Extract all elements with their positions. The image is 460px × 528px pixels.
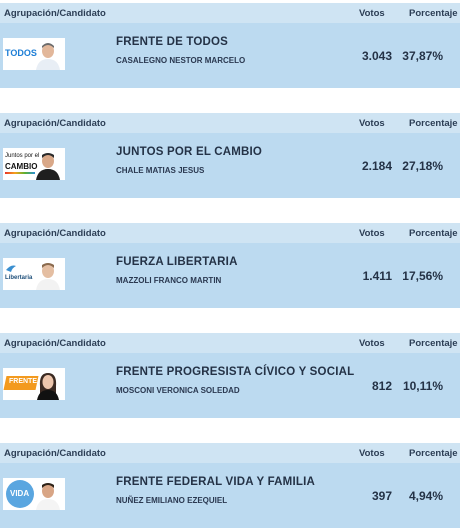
party-logo-text: FRENTE xyxy=(9,378,37,385)
party-logo-circle xyxy=(6,480,34,508)
candidate-name: MOSCONI VERONICA SOLEDAD xyxy=(116,386,240,395)
table-header: Agrupación/Candidato Votos Porcentaje xyxy=(0,443,460,463)
header-agrupacion: Agrupación/Candidato xyxy=(4,227,106,239)
result-block-juntos-por-el-cambio: Agrupación/Candidato Votos Porcentaje Ju… xyxy=(0,113,460,198)
party-logo-text: VIDA xyxy=(10,489,30,498)
result-block-frente-de-todos: Agrupación/Candidato Votos Porcentaje TO… xyxy=(0,3,460,88)
party-logo: Libertaria xyxy=(3,258,65,290)
party-name: FRENTE DE TODOS xyxy=(116,36,229,48)
header-agrupacion: Agrupación/Candidato xyxy=(4,117,106,129)
header-porcentaje: Porcentaje xyxy=(409,7,458,19)
table-row: FRENTE FRENTE PROGRESISTA CÍVICO Y SOCIA… xyxy=(0,353,460,418)
table-header: Agrupación/Candidato Votos Porcentaje xyxy=(0,113,460,133)
party-logo: Juntos por el CAMBIO xyxy=(3,148,65,180)
candidate-photo xyxy=(36,483,60,510)
party-name: FUERZA LIBERTARIA xyxy=(116,256,238,268)
votes-value: 1.411 xyxy=(362,268,392,283)
percentage-value: 10,11% xyxy=(402,378,443,393)
header-agrupacion: Agrupación/Candidato xyxy=(4,7,106,19)
candidate-name: NUÑEZ EMILIANO EZEQUIEL xyxy=(116,496,228,505)
header-porcentaje: Porcentaje xyxy=(409,117,458,129)
header-agrupacion: Agrupación/Candidato xyxy=(4,337,106,349)
header-votos: Votos xyxy=(359,117,385,129)
votes-value: 3.043 xyxy=(361,48,392,63)
party-logo-text: Juntos por el xyxy=(5,153,40,159)
candidate-photo xyxy=(36,263,60,290)
candidate-photo xyxy=(36,153,60,180)
percentage-value: 4,94% xyxy=(408,488,443,503)
table-header: Agrupación/Candidato Votos Porcentaje xyxy=(0,223,460,243)
party-name: JUNTOS POR EL CAMBIO xyxy=(116,146,263,158)
result-block-frente-progresista: Agrupación/Candidato Votos Porcentaje FR… xyxy=(0,333,460,418)
party-logo: TODOS xyxy=(3,38,65,70)
table-row: Libertaria FUERZA LIBERTARIA MAZZOLI FRA… xyxy=(0,243,460,308)
votes-value: 2.184 xyxy=(361,158,392,173)
party-logo: FRENTE xyxy=(3,368,65,400)
header-votos: Votos xyxy=(359,447,385,459)
result-block-frente-federal: Agrupación/Candidato Votos Porcentaje VI… xyxy=(0,443,460,528)
bird-icon xyxy=(6,265,16,272)
table-row: Juntos por el CAMBIO JUNTOS POR EL CAMBI… xyxy=(0,133,460,198)
party-logo-text: Libertaria xyxy=(5,275,33,281)
party-name: FRENTE FEDERAL VIDA Y FAMILIA xyxy=(116,476,315,488)
table-row: TODOS FRENTE DE TODOS CASALEGNO NESTOR M… xyxy=(0,23,460,88)
header-porcentaje: Porcentaje xyxy=(409,447,458,459)
votes-value: 812 xyxy=(371,378,392,393)
table-header: Agrupación/Candidato Votos Porcentaje xyxy=(0,333,460,353)
percentage-value: 27,18% xyxy=(402,158,443,173)
result-block-fuerza-libertaria: Agrupación/Candidato Votos Porcentaje Li… xyxy=(0,223,460,308)
header-porcentaje: Porcentaje xyxy=(409,227,458,239)
party-logo-stripe xyxy=(5,172,35,174)
header-agrupacion: Agrupación/Candidato xyxy=(4,447,106,459)
party-logo-text: TODOS xyxy=(5,48,37,58)
table-row: VIDA FRENTE FEDERAL VIDA Y FAMILIA NUÑEZ… xyxy=(0,463,460,528)
candidate-name: CASALEGNO NESTOR MARCELO xyxy=(116,56,246,65)
party-name: FRENTE PROGRESISTA CÍVICO Y SOCIAL xyxy=(116,366,355,378)
header-votos: Votos xyxy=(359,7,385,19)
candidate-photo xyxy=(37,373,59,400)
percentage-value: 37,87% xyxy=(402,48,443,63)
candidate-photo xyxy=(36,43,60,70)
header-porcentaje: Porcentaje xyxy=(409,337,458,349)
header-votos: Votos xyxy=(359,227,385,239)
table-header: Agrupación/Candidato Votos Porcentaje xyxy=(0,3,460,23)
candidate-name: CHALE MATIAS JESUS xyxy=(116,166,205,175)
votes-value: 397 xyxy=(371,488,392,503)
percentage-value: 17,56% xyxy=(402,268,443,283)
party-logo: VIDA xyxy=(3,478,65,510)
header-votos: Votos xyxy=(359,337,385,349)
party-logo-text: CAMBIO xyxy=(5,162,38,171)
candidate-name: MAZZOLI FRANCO MARTIN xyxy=(116,276,222,285)
